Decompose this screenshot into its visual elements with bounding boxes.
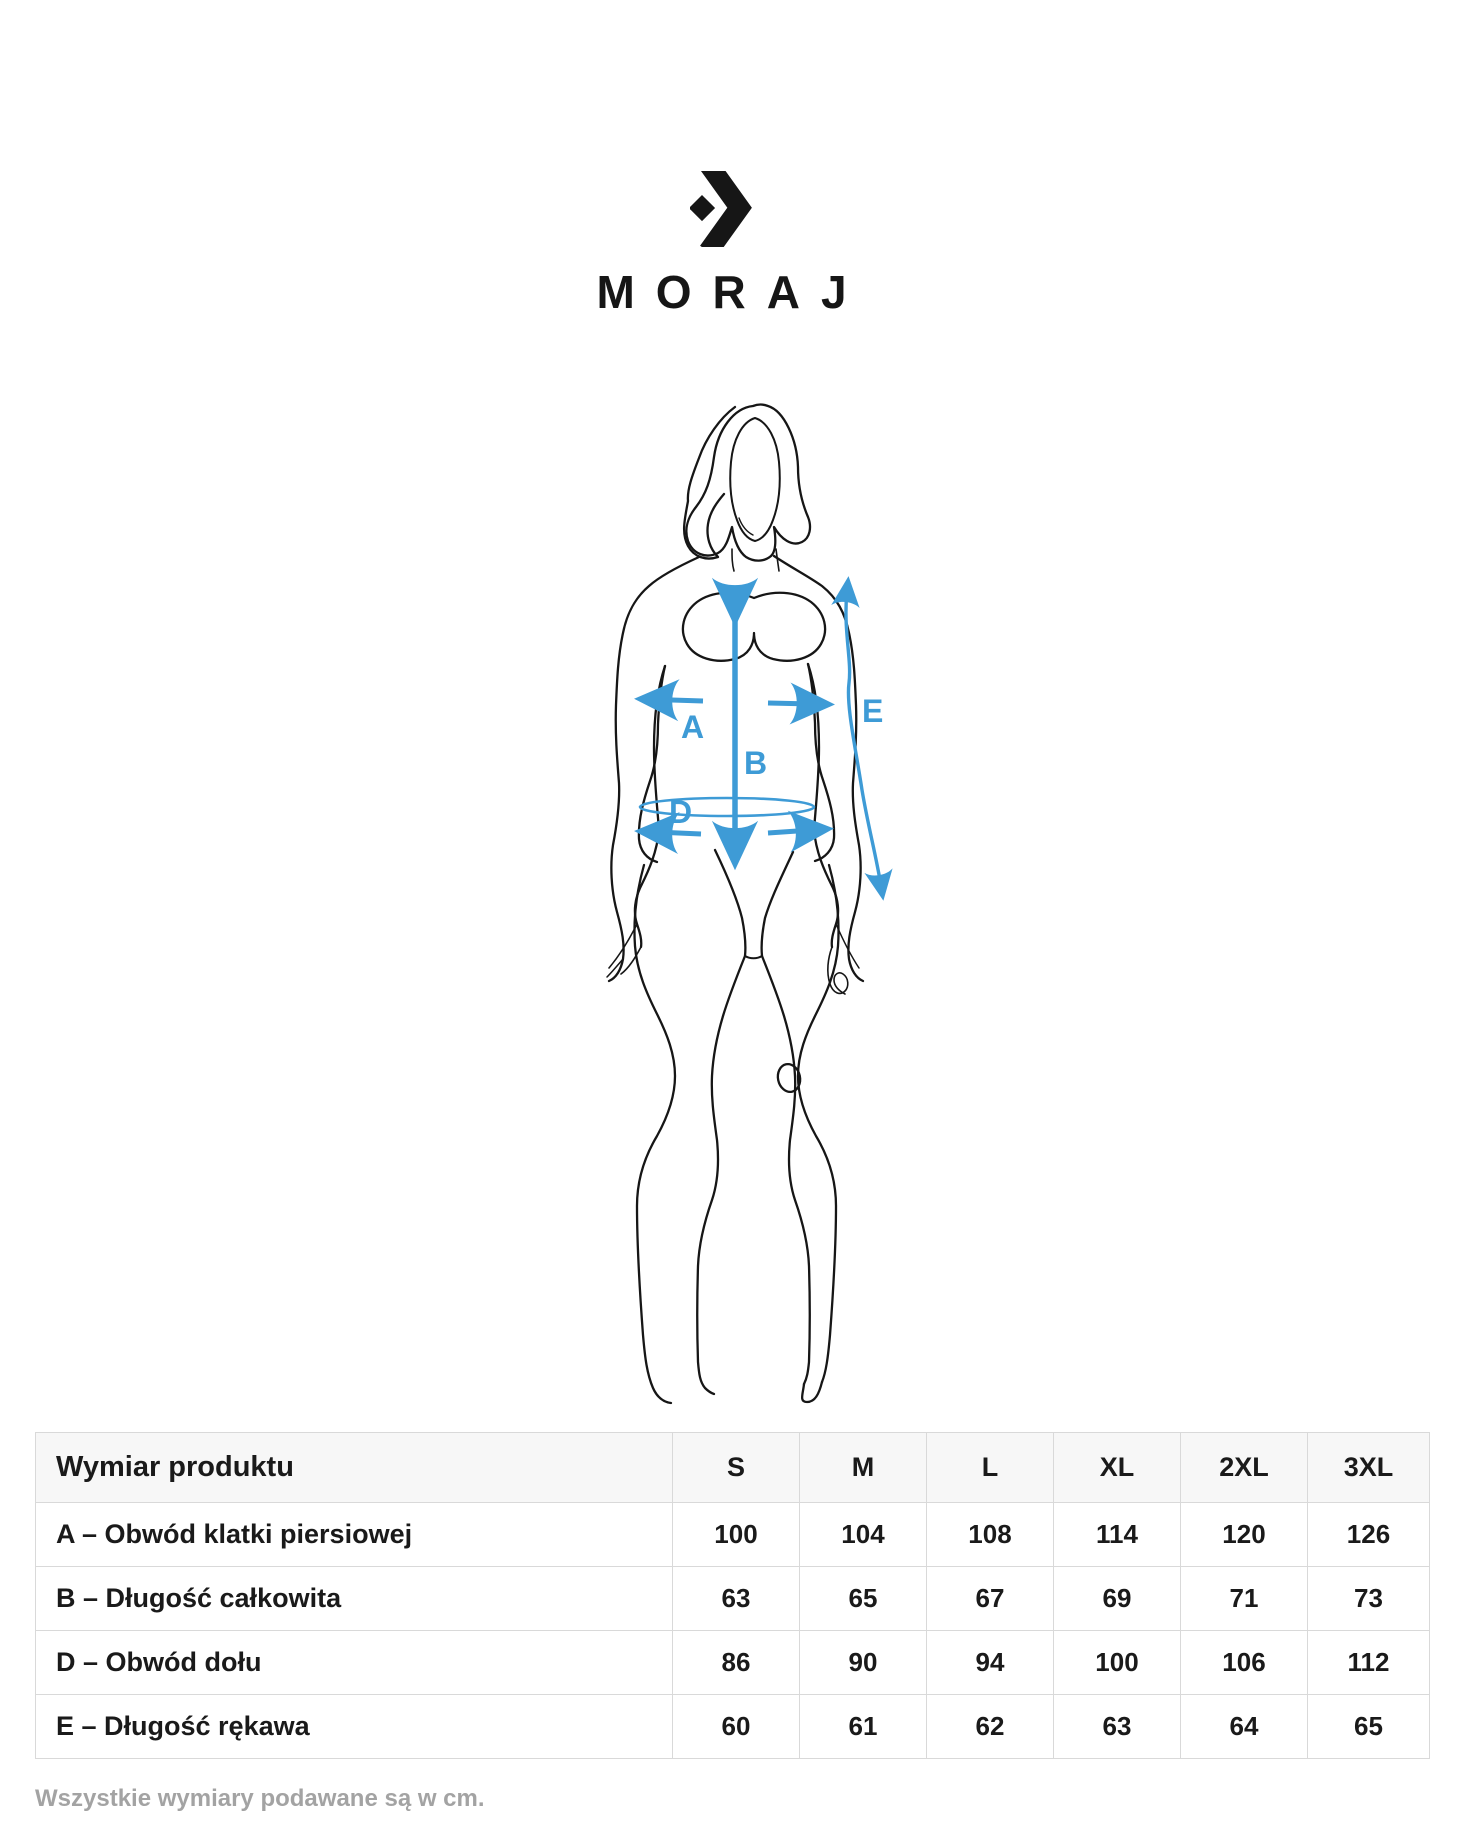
svg-text:B: B [744,745,767,781]
svg-text:E: E [862,693,883,729]
svg-text:A: A [681,709,704,745]
svg-text:D: D [669,794,692,830]
